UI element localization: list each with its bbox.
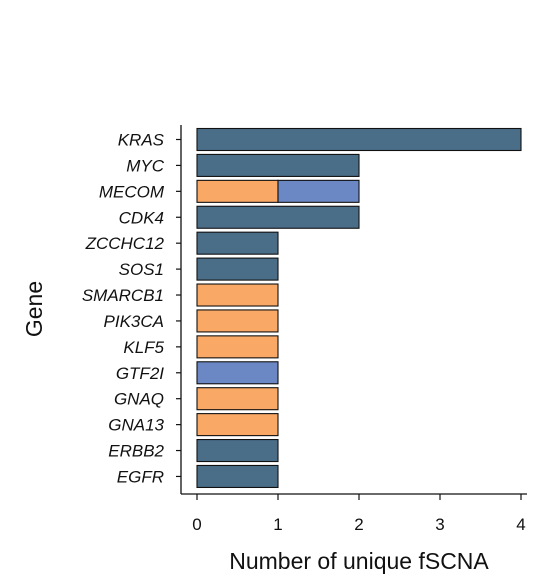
y-tick-label: GNA13 — [108, 416, 164, 435]
x-tick-label: 4 — [516, 515, 525, 534]
y-tick-label: ZCCHC12 — [85, 234, 165, 253]
bar-sos1-segment-0 — [196, 257, 279, 281]
bar-smarcb1-segment-1 — [196, 283, 279, 307]
y-tick-label: MYC — [126, 156, 165, 175]
bar-gna13-segment-1 — [196, 413, 279, 437]
bar-egfr-segment-0 — [196, 464, 279, 489]
bar-myc-segment-0 — [196, 153, 360, 177]
bar-gtf2i-segment-2 — [196, 361, 279, 385]
x-tick-label: 0 — [192, 515, 201, 534]
bar-mecom-segment-2 — [277, 179, 360, 203]
bar-klf5-segment-1 — [196, 335, 279, 359]
y-tick-labels: KRAS MYC MECOM CDK4 ZCCHC12 SOS1 SMARCB1 PIK3CA… — [82, 131, 181, 486]
bar-gnaq-segment-1 — [196, 387, 279, 411]
y-tick-label: SMARCB1 — [82, 286, 164, 305]
bar-zcchc12-segment-0 — [196, 231, 279, 255]
y-tick-label: GTF2I — [116, 364, 164, 383]
y-tick-label: CDK4 — [119, 208, 164, 227]
bar-mecom-segment-1 — [196, 179, 279, 203]
y-tick-label: MECOM — [99, 182, 165, 201]
y-tick-label: SOS1 — [119, 260, 164, 279]
bar-pik3ca-segment-1 — [196, 309, 279, 333]
bars-group — [196, 127, 522, 489]
x-tick-label: 2 — [354, 515, 363, 534]
y-axis-title: Gene — [21, 281, 47, 337]
y-tick-label: KRAS — [118, 131, 165, 150]
y-tick-label: ERBB2 — [108, 442, 164, 461]
x-ticks-group: 0 1 2 3 4 — [192, 494, 526, 534]
bar-erbb2-segment-0 — [196, 438, 279, 463]
x-tick-label: 1 — [273, 515, 282, 534]
y-tick-label: PIK3CA — [104, 312, 164, 331]
x-tick-label: 3 — [435, 515, 444, 534]
y-tick-label: GNAQ — [114, 390, 164, 409]
bar-cdk4-segment-0 — [196, 205, 360, 229]
x-axis-title: Number of unique fSCNA — [229, 548, 489, 574]
y-tick-label: KLF5 — [123, 338, 164, 357]
y-tick-label: EGFR — [117, 467, 164, 486]
bar-kras-segment-0 — [196, 127, 522, 152]
